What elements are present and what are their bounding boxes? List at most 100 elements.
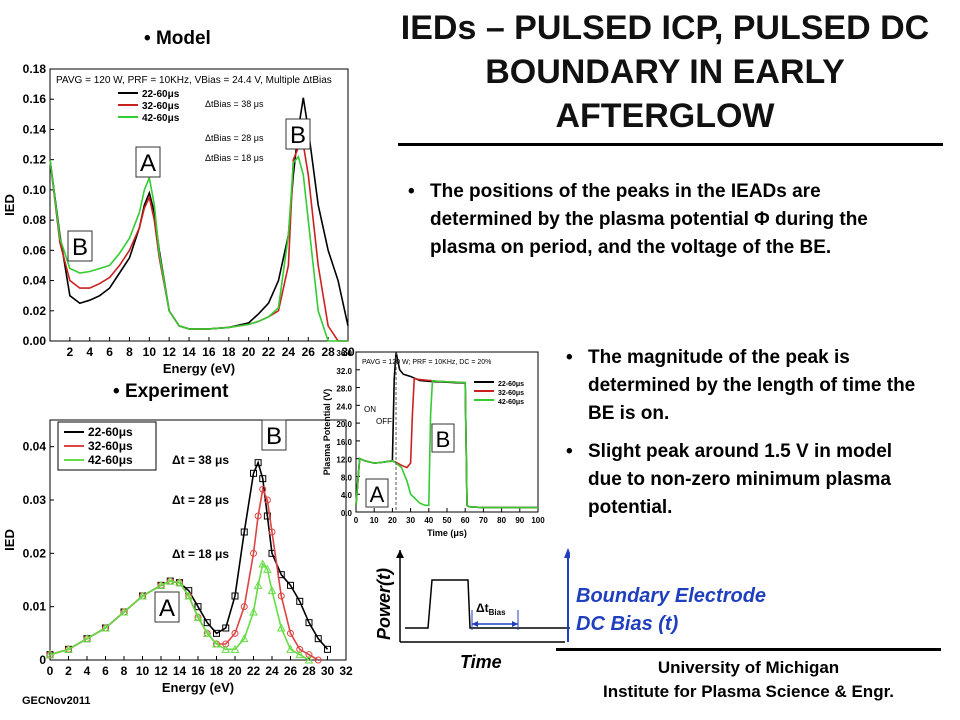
off-label: OFF	[376, 417, 392, 426]
data-point	[254, 459, 262, 467]
legend-label: 32-60μs	[88, 439, 133, 453]
peak-label: A	[370, 482, 385, 507]
power-pulse	[405, 579, 570, 629]
peak-label: B	[436, 427, 451, 452]
data-point	[119, 607, 129, 616]
plot-frame	[49, 68, 349, 342]
bullet-text: The magnitude of the peak is determined …	[588, 347, 916, 424]
data-point	[286, 644, 295, 653]
x-tick-label: 4	[84, 664, 91, 678]
y-tick-label: 4.0	[341, 491, 353, 500]
data-point	[250, 469, 257, 477]
data-point	[305, 651, 313, 659]
peak-label: A	[140, 150, 156, 177]
data-point	[314, 635, 322, 643]
y-tick-label: 0.18	[23, 62, 47, 76]
bullet-dot: •	[408, 181, 415, 202]
x-tick-label: 20	[388, 516, 397, 525]
x-tick-label: 60	[461, 516, 470, 525]
bullet-peak-magnitude: • The magnitude of the peak is determine…	[566, 344, 916, 428]
data-point	[296, 597, 304, 605]
data-point	[249, 607, 258, 616]
legend-label: 32-60μs	[142, 101, 180, 112]
peak-label-box	[67, 230, 93, 262]
y-tick-label: 0.01	[23, 600, 47, 614]
bias-label-line2: DC Bias (t)	[576, 613, 679, 635]
y-tick-label: 0	[39, 653, 46, 667]
data-point	[258, 559, 268, 568]
data-point	[277, 592, 285, 600]
peak-label-box	[135, 146, 161, 178]
x-tick-label: 10	[143, 345, 157, 359]
data-point	[221, 644, 231, 653]
x-tick-label: 0	[354, 516, 359, 525]
bullet-peak-positions: • The positions of the peaks in the IEAD…	[408, 178, 928, 262]
y-tick-label: 0.14	[23, 122, 47, 136]
legend-label: 22-60μs	[142, 89, 180, 100]
data-point	[259, 485, 267, 493]
data-point	[253, 580, 263, 589]
x-tick-label: 2	[67, 345, 74, 359]
x-tick-label: 30	[341, 345, 355, 359]
y-tick-label: 12.0	[336, 456, 352, 465]
x-tick-label: 14	[173, 664, 187, 678]
data-point	[263, 496, 271, 504]
institute-name: Institute for Plasma Science & Engr.	[603, 682, 894, 701]
legend-label: 42-60μs	[88, 453, 133, 467]
y-tick-label: 0.04	[23, 440, 47, 454]
on-label: ON	[364, 405, 376, 414]
y-tick-label: 0.0	[341, 509, 353, 518]
data-point	[263, 564, 272, 573]
data-point	[202, 628, 212, 637]
x-tick-label: 40	[424, 516, 433, 525]
x-tick-label: 2	[65, 664, 72, 678]
dt-annotation: Δt = 38 μs	[172, 453, 229, 467]
data-point	[230, 644, 240, 653]
dt-annotation: Δt = 28 μs	[172, 493, 229, 507]
data-point	[156, 580, 166, 589]
data-point	[193, 612, 203, 621]
data-point	[222, 624, 230, 632]
bias-axis-arrow	[564, 548, 570, 558]
title-rule	[398, 143, 943, 146]
data-point	[240, 603, 248, 611]
x-tick-label: 26	[302, 345, 316, 359]
peak-label: B	[266, 423, 282, 450]
data-point	[222, 640, 230, 648]
bullet-dot: •	[566, 441, 573, 462]
plasma-potential-chart: 0.0 4.0 8.0 12.0 16.0 20.0 24.0 28.0 32.0 36.0 0 10…	[322, 349, 545, 538]
x-tick-label: 80	[497, 516, 506, 525]
series-line-3	[49, 562, 310, 661]
bullet-slight-peak: • Slight peak around 1.5 V in model due …	[566, 438, 916, 522]
legend-label: 42-60μs	[498, 399, 524, 406]
series-line-2	[49, 486, 319, 661]
model-label-text: Model	[155, 28, 211, 49]
university-footer: University of Michigan Institute for Pla…	[556, 656, 941, 704]
x-tick-label: 18	[210, 664, 224, 678]
y-tick-label: 0.00	[23, 334, 47, 348]
x-tick-label: 20	[242, 345, 256, 359]
dt-annotation: Δt = 18 μs	[172, 547, 229, 561]
x-tick-label: 14	[182, 345, 196, 359]
experiment-ied-chart: 00.010.020.030.040 2 4 6 8 10 12 14 16 18 20 22 24 26…	[2, 419, 353, 695]
data-point	[101, 623, 110, 632]
x-tick-label: 6	[102, 664, 109, 678]
y-tick-label: 36.0	[336, 349, 352, 358]
dt-arrow-right	[512, 621, 518, 627]
peak-label-box	[285, 118, 311, 150]
x-tick-label: 10	[136, 664, 150, 678]
y-tick-label: 8.0	[341, 473, 353, 482]
x-axis-label: Energy (eV)	[162, 680, 234, 695]
bullet-text: Slight peak around 1.5 V in model due to…	[588, 441, 893, 518]
x-tick-label: 16	[202, 345, 216, 359]
x-tick-label: 12	[154, 664, 168, 678]
x-tick-label: 6	[106, 345, 113, 359]
y-tick-label: 0.06	[23, 243, 47, 257]
y-axis-label: IED	[2, 194, 17, 216]
x-tick-label: 22	[247, 664, 261, 678]
series-line-3	[355, 380, 538, 509]
data-point	[239, 634, 249, 643]
timing-diagram: ΔtBias Power(t) Time	[374, 548, 570, 672]
peak-label-box	[154, 591, 180, 623]
data-point	[267, 586, 277, 595]
